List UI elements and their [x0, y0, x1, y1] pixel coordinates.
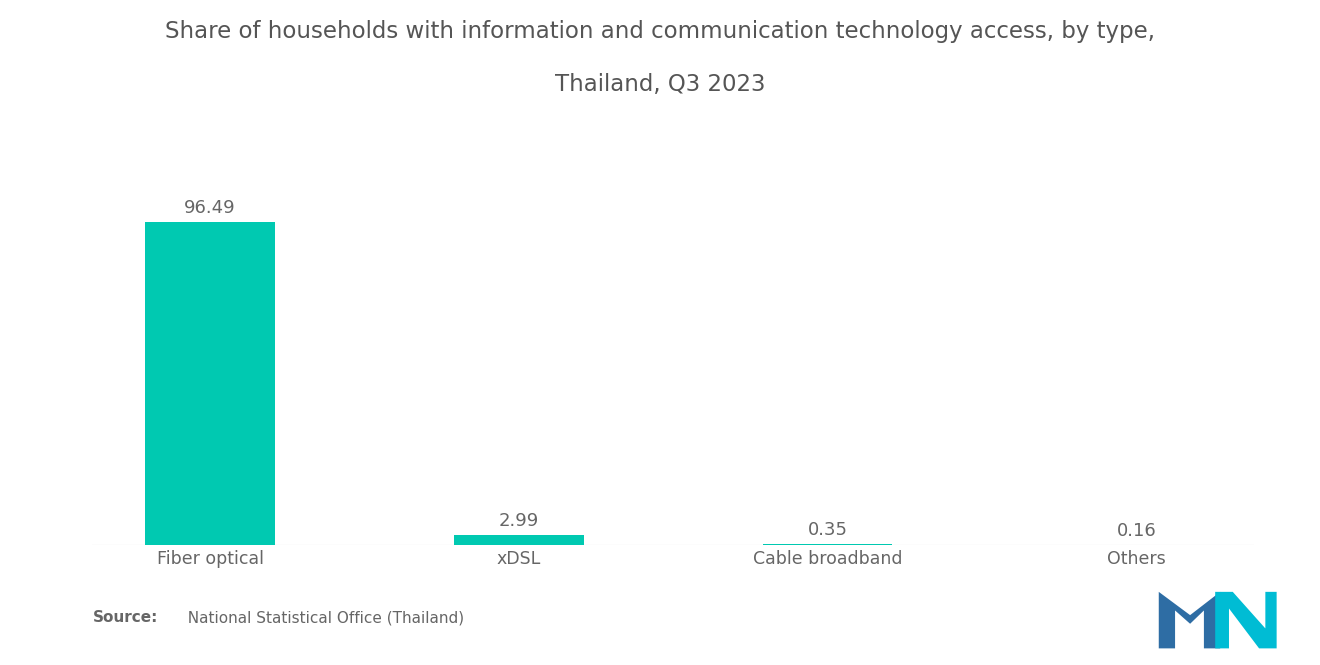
Bar — [763, 544, 892, 545]
Text: 0.16: 0.16 — [1117, 522, 1156, 540]
Text: 2.99: 2.99 — [499, 512, 539, 530]
Text: 96.49: 96.49 — [185, 199, 236, 217]
Bar — [454, 535, 583, 545]
Polygon shape — [1159, 592, 1220, 648]
Text: 0.35: 0.35 — [808, 521, 847, 539]
Polygon shape — [1216, 592, 1276, 648]
Text: National Statistical Office (Thailand): National Statistical Office (Thailand) — [178, 610, 465, 625]
Text: Thailand, Q3 2023: Thailand, Q3 2023 — [554, 73, 766, 96]
Text: Share of households with information and communication technology access, by typ: Share of households with information and… — [165, 20, 1155, 43]
Text: Source:: Source: — [92, 610, 158, 625]
Bar — [145, 221, 275, 545]
